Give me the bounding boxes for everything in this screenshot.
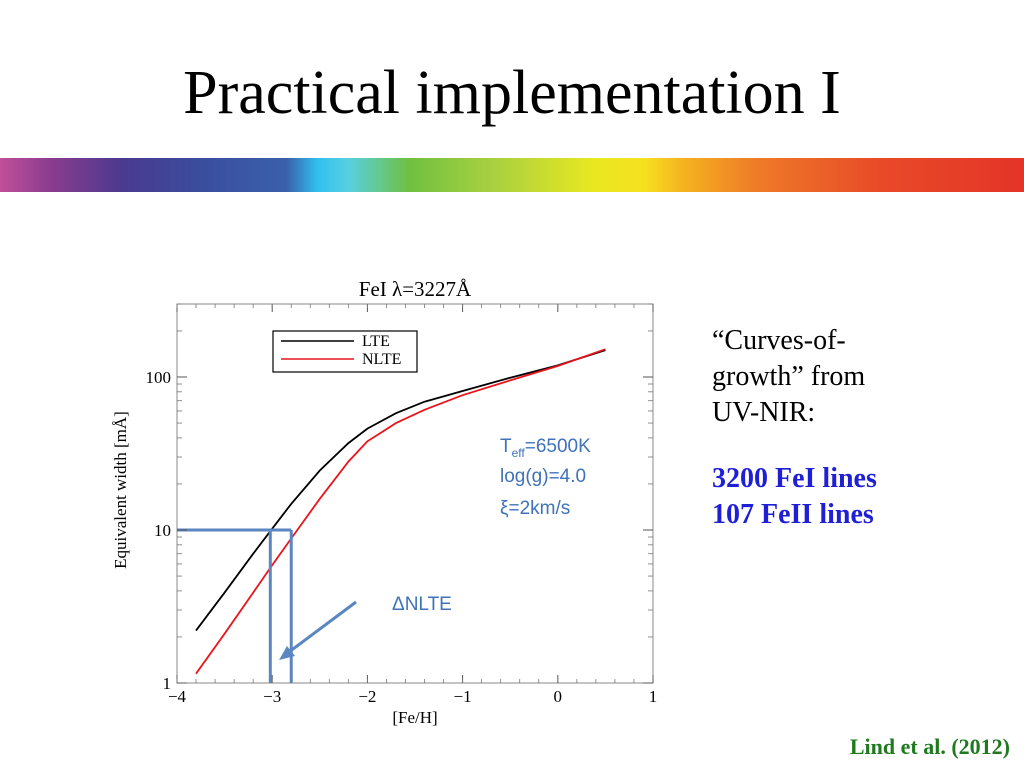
- note-line-1: “Curves-of-: [712, 325, 846, 356]
- x-tick-label: −3: [263, 687, 281, 706]
- x-tick-label: 1: [649, 687, 658, 706]
- param-teff: Teff=6500K: [500, 436, 591, 460]
- x-tick-label: −4: [168, 687, 187, 706]
- legend-box: [272, 330, 418, 373]
- y-axis-label: Equivalent width [mÅ]: [111, 411, 130, 569]
- param-logg: log(g)=4.0: [500, 466, 586, 487]
- note-line-3: UV-NIR:: [712, 397, 816, 428]
- x-tick-label: −1: [454, 687, 472, 706]
- note-line-2: growth” from: [712, 361, 866, 392]
- series-line-nlte: [195, 348, 606, 675]
- x-tick-label: −2: [358, 687, 376, 706]
- legend: LTE NLTE: [272, 330, 418, 373]
- curves-of-growth-note: “Curves-of- growth” from UV-NIR: 3200 Fe…: [712, 323, 962, 533]
- y-tick-label: 10: [154, 521, 171, 540]
- slide-title: Practical implementation I: [183, 59, 841, 127]
- delta-nlte-arrow: [284, 600, 357, 657]
- legend-label-lte: LTE: [362, 333, 390, 350]
- chart-title: FeI λ=3227Å: [359, 277, 472, 301]
- series-line-lte: [195, 349, 606, 632]
- delta-nlte-label: ΔNLTE: [392, 594, 452, 615]
- y-tick-label: 100: [146, 368, 172, 387]
- citation: Lind et al. (2012): [849, 734, 1010, 759]
- x-tick-label: 0: [554, 687, 563, 706]
- delta-nlte-arrowhead: [279, 646, 295, 660]
- legend-label-nlte: NLTE: [362, 351, 401, 368]
- param-xi: ξ=2km/s: [500, 498, 570, 519]
- y-tick-label: 1: [163, 674, 172, 693]
- plot-frame: [176, 303, 654, 684]
- x-axis-label: [Fe/H]: [392, 708, 437, 727]
- fei-line-count: 3200 FeI lines: [712, 463, 877, 494]
- feii-line-count: 107 FeII lines: [712, 499, 874, 530]
- spectrum-color-bar: [0, 158, 1024, 192]
